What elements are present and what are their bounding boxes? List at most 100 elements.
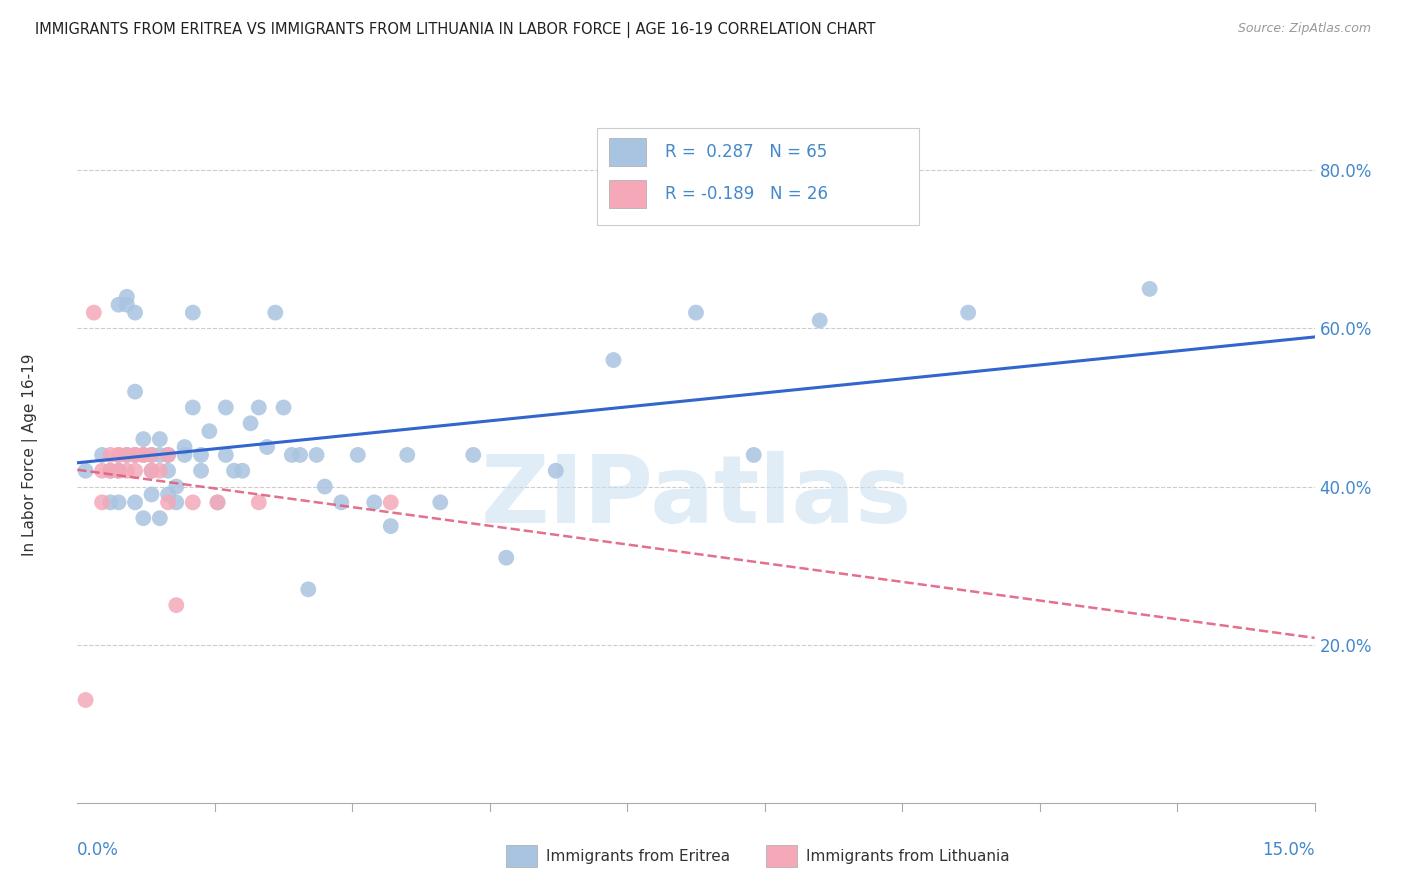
Text: 15.0%: 15.0%	[1263, 841, 1315, 859]
Point	[98, 448, 121, 462]
Point	[305, 448, 328, 462]
Point	[380, 519, 402, 533]
Point	[685, 305, 707, 319]
Point	[181, 401, 204, 415]
Point	[247, 401, 270, 415]
Point	[181, 305, 204, 319]
Point	[132, 511, 155, 525]
Point	[115, 448, 138, 462]
Text: Immigrants from Lithuania: Immigrants from Lithuania	[806, 849, 1010, 863]
Point	[957, 305, 980, 319]
Point	[330, 495, 353, 509]
Point	[115, 464, 138, 478]
Point	[107, 495, 129, 509]
Point	[165, 598, 187, 612]
Point	[207, 495, 229, 509]
Text: 0.0%: 0.0%	[77, 841, 120, 859]
Point	[107, 464, 129, 478]
Point	[198, 424, 221, 438]
Point	[288, 448, 311, 462]
Point	[132, 432, 155, 446]
Point	[149, 464, 172, 478]
Text: R =  0.287   N = 65: R = 0.287 N = 65	[665, 144, 827, 161]
Point	[107, 448, 129, 462]
Point	[132, 448, 155, 462]
Point	[132, 448, 155, 462]
Point	[149, 511, 172, 525]
Point	[215, 401, 238, 415]
Point	[124, 384, 146, 399]
Point	[190, 448, 212, 462]
Point	[91, 464, 114, 478]
Point	[256, 440, 278, 454]
Text: In Labor Force | Age 16-19: In Labor Force | Age 16-19	[22, 353, 38, 557]
Text: IMMIGRANTS FROM ERITREA VS IMMIGRANTS FROM LITHUANIA IN LABOR FORCE | AGE 16-19 : IMMIGRANTS FROM ERITREA VS IMMIGRANTS FR…	[35, 22, 876, 38]
Point	[264, 305, 287, 319]
Text: Source: ZipAtlas.com: Source: ZipAtlas.com	[1237, 22, 1371, 36]
Point	[91, 448, 114, 462]
Point	[207, 495, 229, 509]
Point	[231, 464, 253, 478]
Point	[83, 305, 105, 319]
Point	[190, 464, 212, 478]
Point	[297, 582, 319, 597]
Point	[157, 448, 180, 462]
Point	[215, 448, 238, 462]
Point	[107, 464, 129, 478]
Point	[115, 298, 138, 312]
Point	[173, 448, 195, 462]
Point	[124, 305, 146, 319]
Point	[1139, 282, 1161, 296]
Point	[98, 464, 121, 478]
Text: Immigrants from Eritrea: Immigrants from Eritrea	[546, 849, 730, 863]
Point	[363, 495, 385, 509]
Point	[396, 448, 419, 462]
Point	[181, 495, 204, 509]
Point	[602, 353, 624, 368]
Point	[115, 290, 138, 304]
Point	[141, 487, 163, 501]
Point	[124, 448, 146, 462]
Point	[149, 432, 172, 446]
Point	[165, 495, 187, 509]
Point	[273, 401, 295, 415]
Point	[247, 495, 270, 509]
Point	[157, 487, 180, 501]
Point	[429, 495, 451, 509]
Point	[314, 479, 336, 493]
Point	[742, 448, 765, 462]
Point	[281, 448, 304, 462]
FancyBboxPatch shape	[609, 180, 647, 208]
Point	[141, 464, 163, 478]
Point	[124, 448, 146, 462]
Text: ZIPatlas: ZIPatlas	[481, 450, 911, 542]
Point	[149, 448, 172, 462]
Point	[124, 495, 146, 509]
Point	[239, 417, 262, 431]
Point	[124, 464, 146, 478]
Point	[165, 479, 187, 493]
Text: R = -0.189   N = 26: R = -0.189 N = 26	[665, 185, 828, 203]
Point	[141, 448, 163, 462]
Point	[544, 464, 567, 478]
Point	[157, 448, 180, 462]
Point	[132, 448, 155, 462]
FancyBboxPatch shape	[598, 128, 918, 226]
Point	[141, 448, 163, 462]
Point	[124, 448, 146, 462]
Point	[495, 550, 517, 565]
Point	[75, 464, 97, 478]
Point	[346, 448, 368, 462]
Point	[75, 693, 97, 707]
Point	[157, 464, 180, 478]
Point	[91, 495, 114, 509]
Point	[107, 298, 129, 312]
Point	[115, 448, 138, 462]
Point	[173, 440, 195, 454]
Point	[222, 464, 245, 478]
Point	[463, 448, 485, 462]
FancyBboxPatch shape	[609, 138, 647, 166]
Point	[380, 495, 402, 509]
Point	[141, 464, 163, 478]
Point	[98, 464, 121, 478]
